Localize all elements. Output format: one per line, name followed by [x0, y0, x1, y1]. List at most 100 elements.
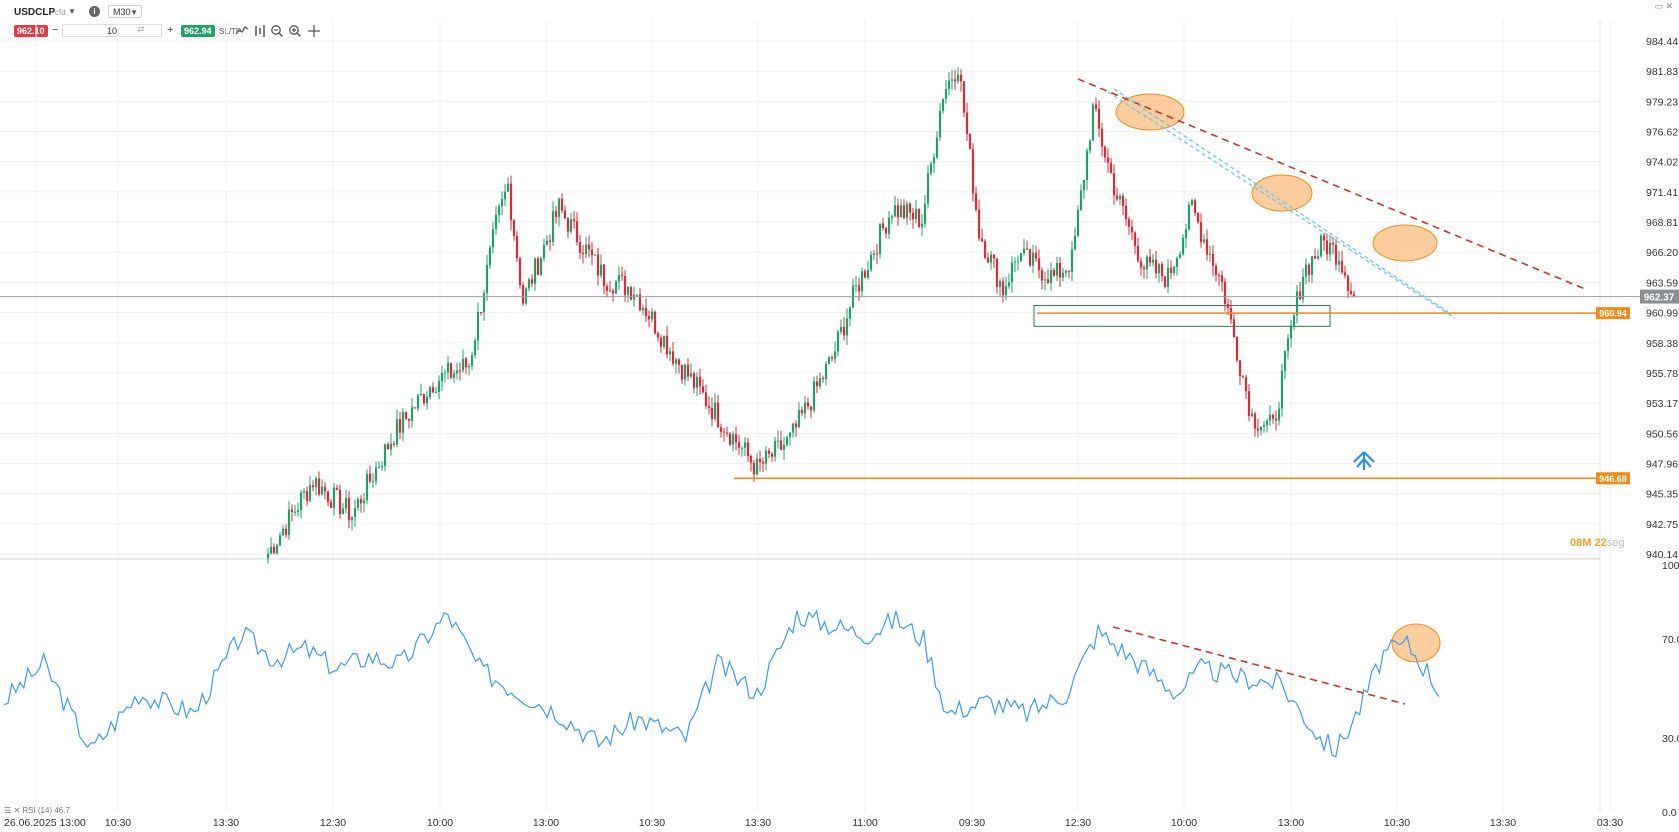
candle-body — [998, 281, 1002, 287]
candle — [611, 288, 615, 302]
candle-body — [347, 498, 351, 521]
candle-body — [1214, 265, 1218, 275]
candle — [914, 199, 918, 224]
candle — [1307, 263, 1311, 283]
candle-body — [968, 134, 972, 150]
candle — [764, 446, 768, 471]
candle — [365, 469, 369, 505]
candle-body — [641, 307, 645, 311]
candle-body — [404, 412, 408, 419]
candle-body — [326, 491, 330, 502]
candle — [833, 341, 837, 364]
candle-body — [1112, 173, 1116, 196]
candle — [1079, 184, 1083, 212]
zoom-out-icon[interactable] — [270, 24, 284, 38]
candle — [266, 547, 270, 564]
candle — [302, 488, 306, 500]
quantity-increase-button[interactable]: + — [167, 24, 174, 36]
symbol-dropdown-icon[interactable]: ▼ — [68, 7, 76, 16]
indicators-icon[interactable] — [253, 24, 267, 38]
candle-body — [1058, 262, 1062, 278]
candle — [1175, 256, 1179, 276]
crosshair-icon[interactable] — [307, 24, 321, 38]
candle-body — [833, 351, 837, 359]
candle — [524, 286, 528, 306]
buy-button[interactable]: 962.94 — [181, 25, 215, 37]
candle — [707, 396, 711, 415]
candle — [779, 430, 783, 451]
candle — [974, 186, 978, 212]
candle-body — [839, 327, 843, 332]
candle-body — [1157, 264, 1161, 274]
price-tick-label: 976.62 — [1646, 127, 1678, 139]
candle-body — [926, 173, 930, 204]
candle-body — [362, 500, 366, 504]
time-tick-label: 11:00 — [852, 817, 878, 829]
candle-body — [917, 209, 921, 227]
window-controls-icon[interactable]: ▭ ✕ — [1654, 1, 1673, 11]
candle-body — [734, 434, 738, 443]
candle-body — [938, 111, 942, 138]
candle-body — [974, 193, 978, 210]
candle-body — [488, 247, 492, 266]
candle — [338, 484, 342, 519]
sell-button[interactable]: 962.10 — [14, 25, 48, 37]
candle — [776, 430, 780, 449]
candle-body — [320, 486, 324, 495]
symbol-label[interactable]: USDCLP — [14, 7, 56, 18]
candle-body — [848, 307, 852, 319]
candle — [965, 102, 969, 141]
info-icon[interactable]: i — [89, 6, 100, 17]
candle-body — [323, 486, 327, 492]
quantity-decrease-button[interactable]: − — [52, 24, 59, 36]
line-chart-icon[interactable] — [235, 24, 249, 38]
candle-body — [620, 275, 624, 277]
candle-body — [836, 331, 840, 352]
candle-body — [1217, 274, 1221, 276]
time-tick-label: 09:30 — [959, 817, 985, 829]
candle — [842, 316, 846, 341]
time-tick-label: 13:00 — [533, 817, 559, 829]
candle — [1133, 231, 1137, 254]
candle — [662, 335, 666, 350]
candle — [1121, 193, 1125, 216]
candle — [1304, 258, 1308, 285]
candle-body — [1190, 200, 1194, 205]
candle — [1301, 268, 1305, 303]
candle — [344, 489, 348, 513]
candle-body — [1283, 350, 1287, 371]
sltp-button[interactable]: SL/TP — [219, 27, 242, 36]
timeframe-select[interactable]: M30 ▼ — [108, 5, 142, 18]
price-tick-label: 963.59 — [1646, 277, 1678, 289]
candle — [989, 250, 993, 270]
zoom-in-icon[interactable] — [288, 24, 302, 38]
candle — [320, 479, 324, 496]
candle — [680, 364, 684, 384]
candle-body — [497, 206, 501, 215]
candle — [494, 206, 498, 235]
candle-body — [692, 373, 696, 388]
candle — [1268, 405, 1272, 426]
candle — [425, 391, 429, 410]
candle-body — [332, 487, 336, 508]
candle — [362, 493, 366, 513]
candle-body — [782, 445, 786, 450]
candle — [977, 199, 981, 241]
candle-body — [353, 508, 357, 518]
candle — [497, 203, 501, 224]
candle — [269, 537, 273, 555]
candle — [1049, 262, 1053, 291]
candle-body — [710, 407, 714, 420]
rsi-legend[interactable]: ☰ ✕ RSI (14) 46.7 — [4, 806, 70, 815]
candle — [1319, 233, 1323, 258]
candle — [455, 362, 459, 380]
up-arrow-shape — [1353, 451, 1375, 470]
candle-body — [716, 402, 720, 428]
candle-body — [383, 444, 387, 467]
candle-body — [764, 450, 768, 464]
candle-body — [737, 442, 741, 448]
swap-icon[interactable]: ⇄ — [137, 24, 145, 34]
candle-body — [1130, 226, 1134, 233]
quantity-input[interactable]: 10 — [62, 24, 162, 37]
